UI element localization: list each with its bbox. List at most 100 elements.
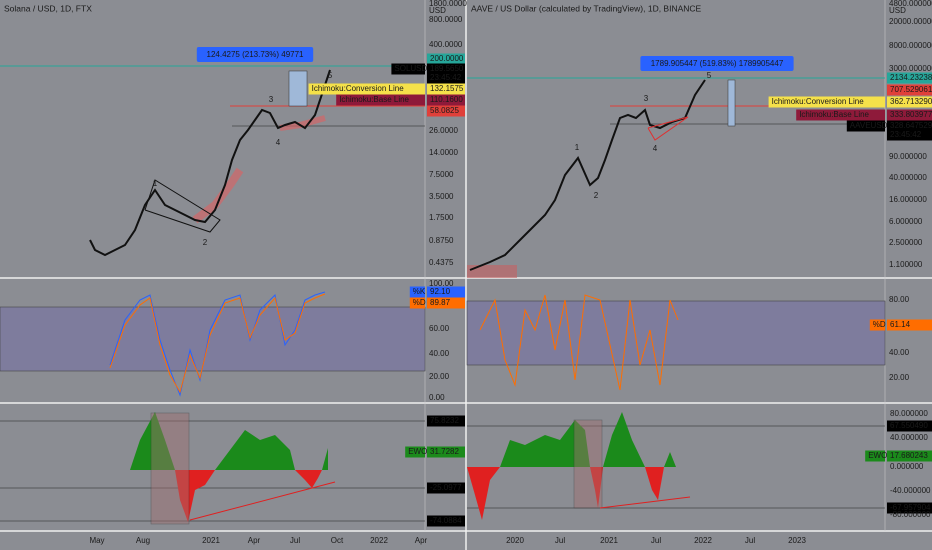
- price-tag-name: Ichimoku:Conversion Line: [312, 84, 405, 93]
- time-axis-label: 2022: [370, 536, 388, 545]
- price-tag-value: 2134.232388: [890, 73, 932, 82]
- time-axis-label: Jul: [290, 536, 300, 545]
- price-tag: [427, 94, 465, 106]
- price-scale-label: 4800.000000: [889, 0, 932, 8]
- price-scale-label: 1.100000: [889, 260, 923, 269]
- price-tag: [427, 297, 465, 309]
- time-axis-label: 2021: [202, 536, 220, 545]
- price-tag: [887, 129, 932, 141]
- price-scale-label: 0.4375: [429, 258, 454, 267]
- wave-label: 5: [707, 71, 712, 80]
- trend-line: [189, 481, 336, 521]
- price-tag-value: -67.957904: [890, 503, 931, 512]
- price-tag: [427, 53, 465, 65]
- price-tag-value: 58.0825: [430, 106, 459, 115]
- measure-label-bg: [196, 47, 314, 62]
- time-axis-label: Jul: [555, 536, 565, 545]
- chart-title: AAVE / US Dollar (calculated by TradingV…: [471, 3, 702, 13]
- price-tag: [427, 286, 465, 298]
- ewo-negative: [590, 467, 603, 508]
- time-axis-label: May: [89, 536, 104, 545]
- stoch-scale-label: 20.00: [889, 373, 910, 382]
- price-line: [89, 69, 331, 257]
- price-tag-name: SOLUSD: [394, 64, 427, 73]
- wave-label: 5: [328, 71, 333, 80]
- wave-label: 3: [269, 95, 274, 104]
- time-axis-label: Aug: [136, 536, 150, 545]
- ewo-negative: [645, 467, 664, 500]
- price-tag-name: EWO: [408, 447, 427, 456]
- price-scale-label: 14.0000: [429, 148, 458, 157]
- price-tag-value: -74.0884: [430, 516, 462, 525]
- price-tag-label: [869, 319, 885, 331]
- ewo-positive: [322, 448, 328, 470]
- price-scale-label: 7.5000: [429, 170, 454, 179]
- price-tag-value: 333.803977: [890, 110, 932, 119]
- wave-label: 1: [153, 179, 158, 188]
- price-tag-value: 200.0000: [430, 54, 464, 63]
- wedge: [144, 179, 221, 233]
- price-scale-label: 90.000000: [889, 152, 927, 161]
- time-axis-label: Jul: [651, 536, 661, 545]
- price-tag: [887, 96, 932, 108]
- price-scale-label: 20000.000000: [889, 17, 932, 26]
- price-tag-name: Ichimoku:Conversion Line: [772, 97, 865, 106]
- wave-label: 3: [644, 94, 649, 103]
- time-axis-label: 2020: [506, 536, 524, 545]
- price-tag-name: EWO: [868, 451, 887, 460]
- price-tag-value: 132.1575: [430, 84, 464, 93]
- wave-label: 1: [575, 143, 580, 152]
- scale-label: 80.000000: [890, 409, 928, 418]
- price-tag-name: Ichimoku:Base Line: [799, 110, 869, 119]
- price-tag-label: [391, 63, 425, 75]
- ewo-positive: [130, 412, 175, 470]
- price-tag-value: -25.0977: [430, 483, 462, 492]
- price-tag: [887, 109, 932, 121]
- price-tag-value: 31.7282: [430, 447, 459, 456]
- price-scale-label: 3.5000: [429, 192, 454, 201]
- price-tag-value: 92.10: [430, 287, 451, 296]
- stoch-scale-label: 20.00: [429, 372, 450, 381]
- price-tag-value: 328.647529: [890, 121, 932, 130]
- price-tag-label: [336, 94, 425, 106]
- stoch-k: [109, 291, 326, 397]
- price-scale-label: 0.8750: [429, 236, 454, 245]
- stoch-band: [466, 300, 886, 366]
- time-axis-label: 2022: [694, 536, 712, 545]
- stoch-scale-label: 100.00: [429, 279, 454, 288]
- price-line: [469, 79, 706, 271]
- ewo-negative: [295, 470, 322, 488]
- cloud: [467, 265, 517, 278]
- price-tag-name: %K: [413, 287, 426, 296]
- price-tag: [887, 450, 932, 462]
- price-scale-label: 40.000000: [889, 173, 927, 182]
- price-tag: [887, 502, 932, 514]
- wave-label: 4: [653, 144, 658, 153]
- price-tag-label: [405, 446, 425, 458]
- price-tag-label: [846, 120, 885, 132]
- time-axis-label: Apr: [248, 536, 261, 545]
- stoch-scale-label: 60.00: [429, 324, 450, 333]
- measure-box: [727, 79, 736, 127]
- ewo-negative: [467, 467, 500, 520]
- highlight-box: [573, 419, 603, 509]
- time-axis-label: Apr: [415, 536, 428, 545]
- triangle: [647, 116, 689, 141]
- price-tag-name: %D: [873, 320, 886, 329]
- price-tag-value: 189.5650: [430, 64, 464, 73]
- scale-label: 0.000000: [890, 462, 924, 471]
- cloud: [192, 167, 244, 224]
- price-scale-label: 6.000000: [889, 217, 923, 226]
- price-scale-label: 8000.000000: [889, 41, 932, 50]
- wave-label: 4: [276, 138, 281, 147]
- price-tag-label: [409, 286, 425, 298]
- price-tag-label: [796, 109, 885, 121]
- price-tag: [427, 72, 465, 84]
- ewo-positive: [603, 412, 645, 467]
- time-axis-label: 2023: [788, 536, 806, 545]
- time-axis-label: Oct: [331, 536, 344, 545]
- price-tag-value: 23:45:42: [430, 73, 462, 82]
